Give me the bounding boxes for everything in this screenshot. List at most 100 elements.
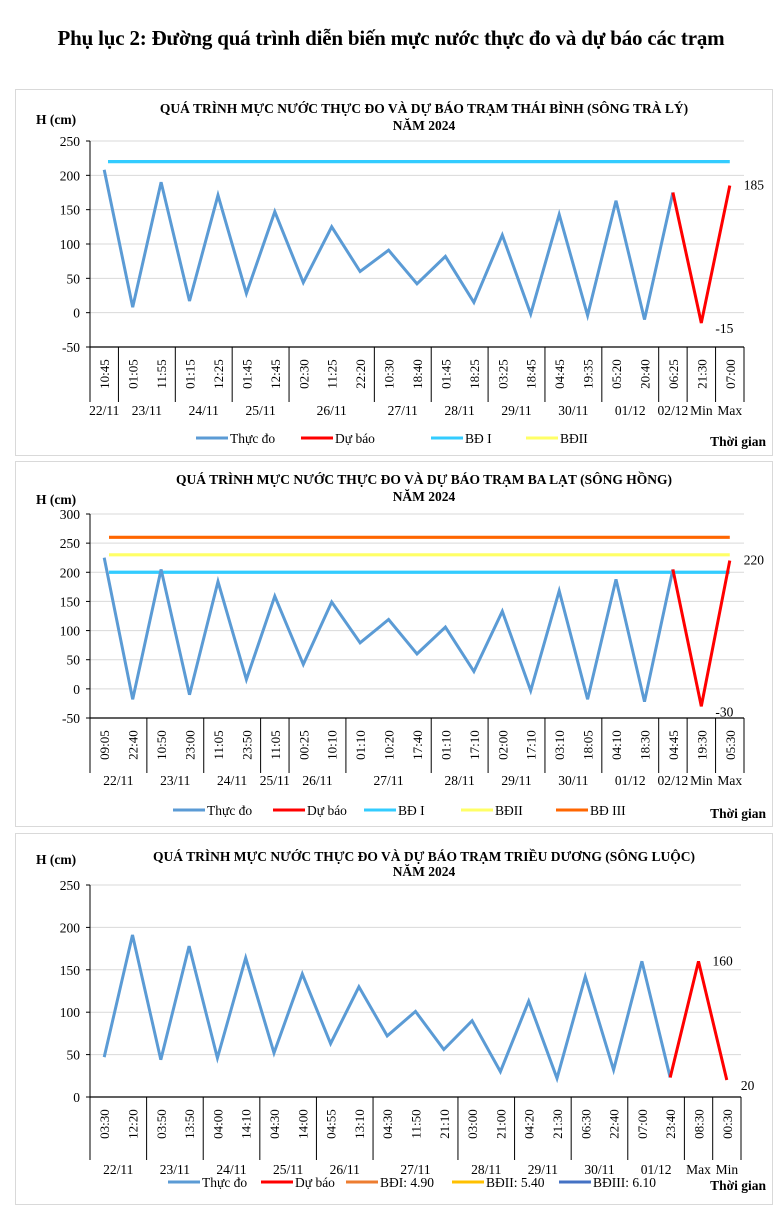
y-tick-label: 0 [73, 1090, 80, 1105]
x-category-label: 21:30 [550, 1109, 565, 1139]
x-day-label: 02/12 [658, 773, 689, 788]
x-category-label: 21:10 [437, 1109, 452, 1139]
x-axis-label: Thời gian [710, 1178, 766, 1193]
chart-thai-binh: QUÁ TRÌNH MỰC NƯỚC THỰC ĐO VÀ DỰ BÁO TRẠ… [15, 89, 773, 456]
y-tick-label: 50 [67, 653, 81, 668]
x-day-label: 30/11 [584, 1162, 614, 1177]
series-line-du-bao [671, 185, 732, 324]
x-category-label: 04:00 [210, 1109, 225, 1139]
x-day-label: Max [717, 773, 742, 788]
y-tick-label: -50 [62, 711, 80, 726]
data-label: -15 [715, 321, 733, 336]
x-category-label: 14:00 [295, 1109, 310, 1139]
x-category-label: 10:20 [382, 730, 397, 760]
x-category-label: 04:45 [552, 359, 567, 389]
x-axis-label: Thời gian [710, 434, 766, 449]
y-axis-label: H (cm) [36, 852, 76, 867]
x-category-label: 23:50 [239, 730, 254, 760]
x-category-label: 18:40 [410, 359, 425, 389]
y-tick-label: 100 [60, 237, 81, 252]
data-label: -30 [715, 704, 733, 719]
y-tick-label: 150 [60, 203, 81, 218]
x-day-label: 23/11 [160, 1162, 190, 1177]
y-tick-label: 200 [60, 565, 81, 580]
x-day-label: 29/11 [501, 403, 531, 418]
x-category-label: 01:10 [438, 730, 453, 760]
x-day-label: 30/11 [558, 773, 588, 788]
x-category-label: 10:50 [154, 730, 169, 760]
x-category-label: 14:10 [239, 1109, 254, 1139]
x-category-label: 19:30 [694, 730, 709, 760]
legend-label: Thực đo [202, 1175, 247, 1190]
y-tick-label: 150 [60, 963, 81, 978]
x-category-label: 13:10 [352, 1109, 367, 1139]
x-day-label: 30/11 [558, 403, 588, 418]
x-category-label: 04:30 [267, 1109, 282, 1139]
data-label: 160 [713, 953, 734, 968]
x-category-label: 11:25 [325, 359, 340, 388]
x-category-label: 18:05 [581, 730, 596, 760]
x-category-label: 01:05 [126, 359, 141, 389]
x-day-label: 24/11 [216, 1162, 246, 1177]
chart-subtitle: NĂM 2024 [393, 489, 456, 504]
x-category-label: 12:20 [125, 1109, 140, 1139]
y-tick-label: 100 [60, 624, 81, 639]
x-category-label: 01:45 [438, 359, 453, 389]
legend-label: Thực đo [207, 803, 252, 818]
legend-label: BĐII [560, 431, 588, 446]
data-label: 20 [741, 1078, 755, 1093]
x-category-label: 17:10 [524, 730, 539, 760]
x-day-label: 29/11 [501, 773, 531, 788]
y-axis-label: H (cm) [36, 112, 76, 127]
y-tick-label: 50 [67, 1048, 81, 1063]
x-category-label: 11:55 [154, 359, 169, 388]
legend-label: BĐII [495, 803, 523, 818]
x-category-label: 10:10 [325, 730, 340, 760]
x-day-label: Max [717, 403, 742, 418]
chart-subtitle: NĂM 2024 [393, 118, 456, 133]
x-category-label: 09:05 [97, 730, 112, 760]
y-tick-label: 250 [60, 878, 81, 893]
y-tick-label: 250 [60, 536, 81, 551]
x-category-label: 02:00 [495, 730, 510, 760]
x-day-label: 27/11 [388, 403, 418, 418]
x-category-label: 06:25 [666, 359, 681, 389]
x-category-label: 03:50 [154, 1109, 169, 1139]
x-category-label: 10:45 [97, 359, 112, 389]
chart-subtitle: NĂM 2024 [393, 864, 456, 879]
y-tick-label: 50 [67, 271, 81, 286]
x-category-label: 04:20 [522, 1109, 537, 1139]
legend-label: Dự báo [295, 1175, 335, 1190]
x-category-label: 04:30 [380, 1109, 395, 1139]
x-category-label: 07:00 [635, 1109, 650, 1139]
x-day-label: 26/11 [330, 1162, 360, 1177]
x-category-label: 21:30 [694, 359, 709, 389]
x-day-label: 01/12 [615, 403, 646, 418]
x-category-label: 03:10 [552, 730, 567, 760]
x-category-label: 13:50 [182, 1109, 197, 1139]
x-category-label: 10:30 [382, 359, 397, 389]
chart-title: QUÁ TRÌNH MỰC NƯỚC THỰC ĐO VÀ DỰ BÁO TRẠ… [153, 849, 695, 864]
chart-trieu-duong: QUÁ TRÌNH MỰC NƯỚC THỰC ĐO VÀ DỰ BÁO TRẠ… [15, 833, 773, 1205]
x-day-label: 24/11 [189, 403, 219, 418]
x-category-label: 08:30 [692, 1109, 707, 1139]
y-tick-label: 0 [73, 306, 80, 321]
x-category-label: 11:50 [409, 1109, 424, 1138]
x-day-label: 24/11 [217, 773, 247, 788]
x-day-label: 26/11 [317, 403, 347, 418]
series-line-thuc-do [102, 934, 672, 1084]
x-day-label: 23/11 [132, 403, 162, 418]
x-day-label: 02/12 [658, 403, 689, 418]
x-category-label: 22:20 [353, 359, 368, 389]
x-day-label: Min [690, 773, 713, 788]
x-category-label: 04:55 [324, 1109, 339, 1139]
legend-label: BĐIII: 6.10 [593, 1175, 656, 1190]
x-day-label: Min [690, 403, 713, 418]
legend-label: Thực đo [230, 431, 275, 446]
legend-label: BĐ III [590, 803, 626, 818]
series-line-thuc-do [102, 557, 675, 703]
y-tick-label: -50 [62, 340, 80, 355]
x-category-label: 19:35 [581, 359, 596, 389]
x-category-label: 05:30 [723, 730, 738, 760]
x-day-label: 27/11 [373, 773, 403, 788]
